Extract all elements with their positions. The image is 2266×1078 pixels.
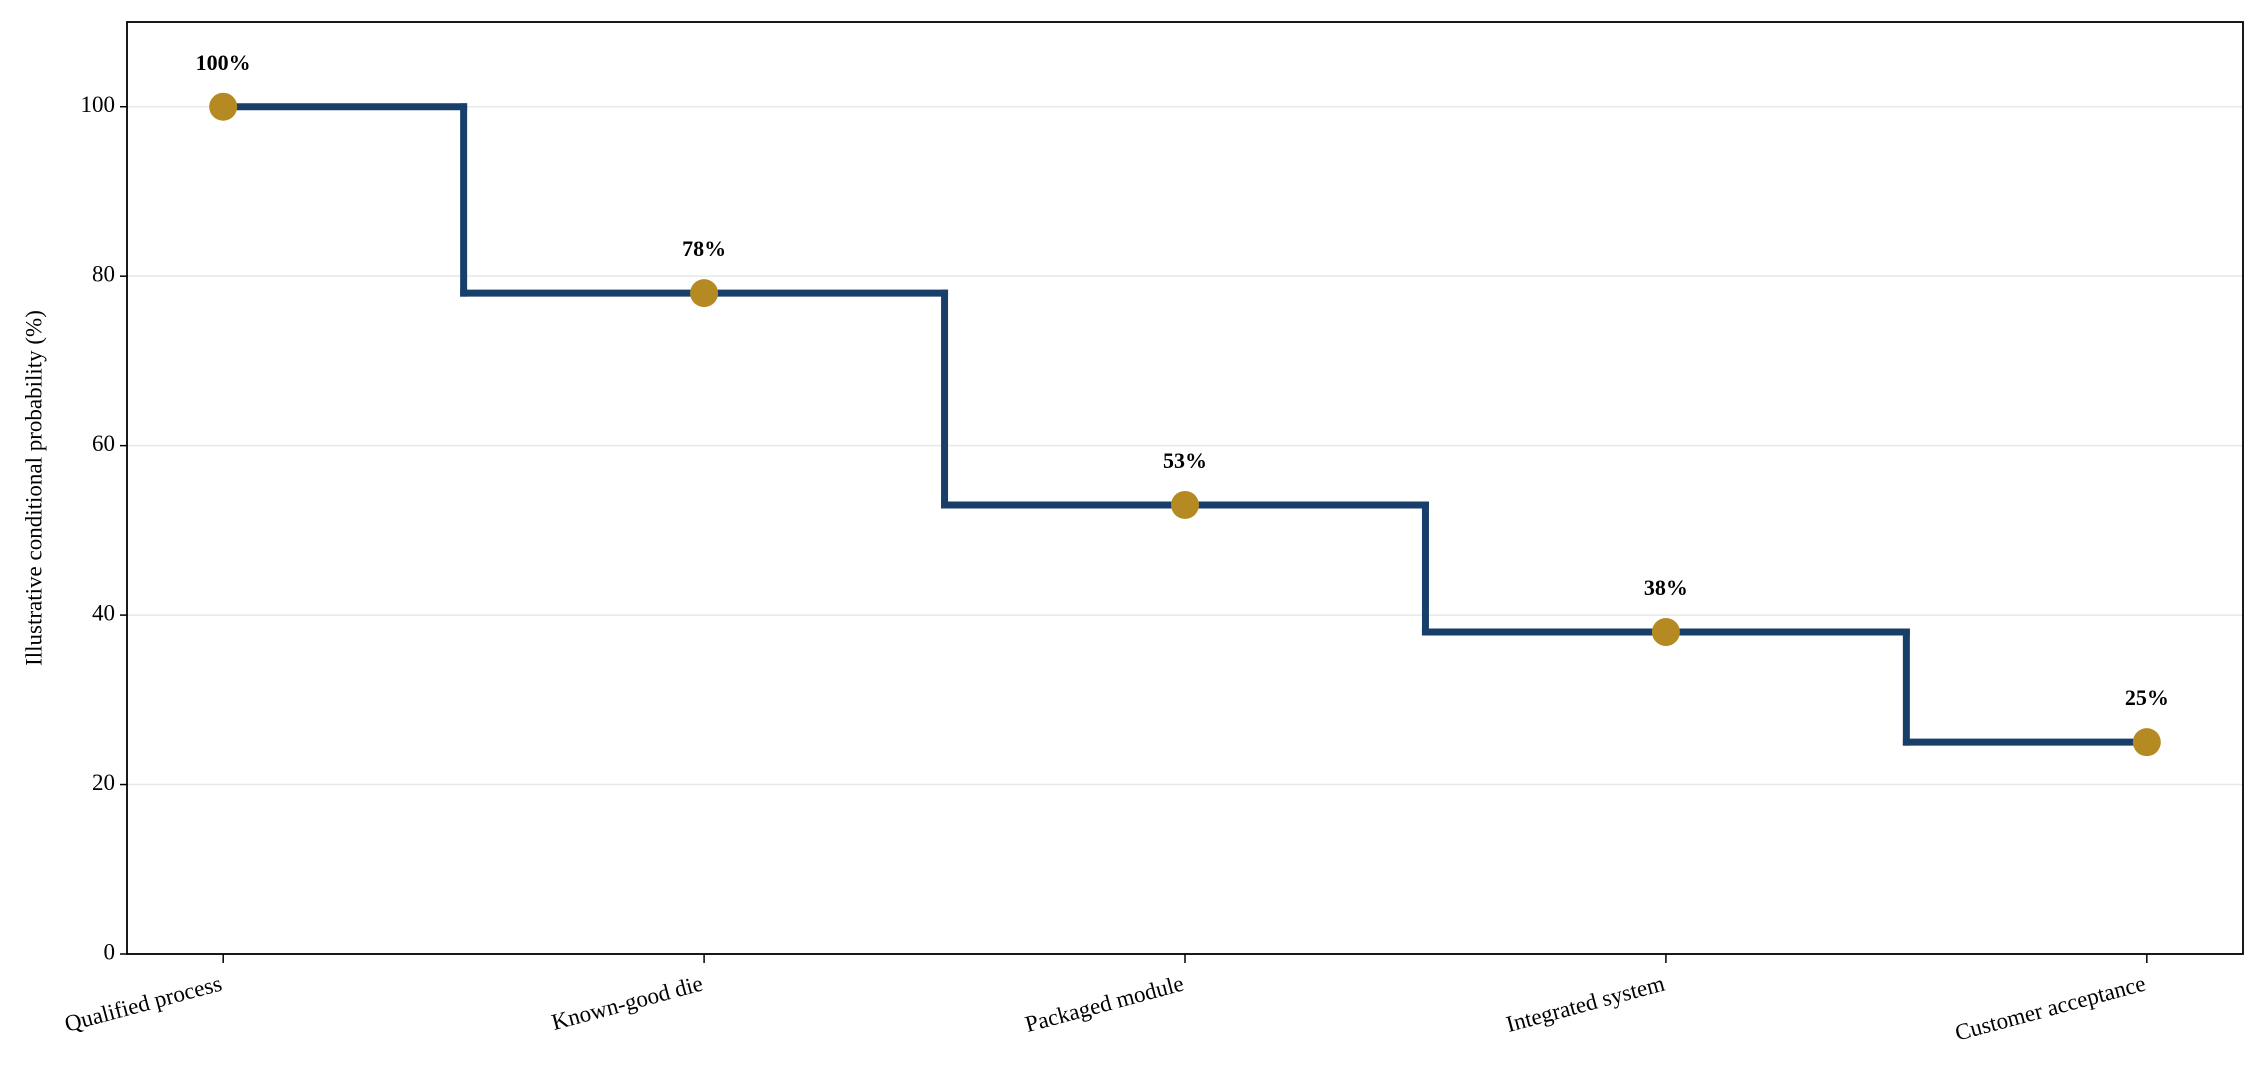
y-tick-label: 40 [92,600,115,625]
x-tick-label: Integrated system [1503,971,1667,1037]
x-tick-label: Qualified process [62,971,225,1037]
value-label: 100% [196,50,251,75]
y-axis-label: Illustrative conditional probability (%) [21,310,46,666]
value-label: 25% [2125,685,2169,710]
y-tick-label: 80 [92,261,115,286]
y-tick-label: 60 [92,431,115,456]
value-label: 78% [682,236,726,261]
y-tick-label: 100 [81,92,116,117]
marker [1171,490,1199,519]
y-tick-label: 0 [104,939,116,964]
plot-frame [126,21,2244,955]
x-tick-label: Known-good die [549,971,705,1035]
value-label: 53% [1163,448,1207,473]
y-tick-label: 20 [92,770,115,795]
value-label: 38% [1644,575,1688,600]
x-tick-label: Customer acceptance [1952,971,2148,1046]
marker [1651,618,1680,647]
marker [690,279,719,308]
marker [2132,728,2161,757]
x-tick-label: Packaged module [1022,971,1186,1037]
marker [209,92,238,121]
